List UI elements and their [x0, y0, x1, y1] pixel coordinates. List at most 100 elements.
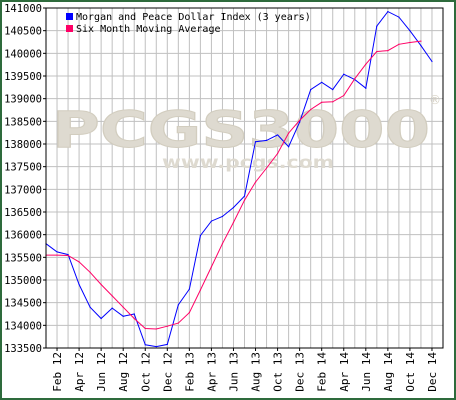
- x-tick-label: Feb 14: [316, 352, 329, 392]
- data-point: [409, 30, 411, 32]
- data-point: [89, 271, 91, 273]
- y-tick-label: 137000: [4, 184, 42, 196]
- data-point: [332, 89, 334, 91]
- x-tick-label: Jun 14: [360, 352, 373, 392]
- x-tick-label: Oct 14: [404, 352, 417, 392]
- data-point: [254, 181, 257, 183]
- data-point: [254, 141, 257, 143]
- y-tick-label: 137500: [4, 162, 42, 174]
- x-tick-label: Oct 12: [139, 352, 152, 392]
- data-point: [177, 322, 179, 324]
- y-tick-label: 139500: [4, 71, 42, 83]
- data-point: [155, 328, 157, 330]
- x-tick-label: Apr 13: [205, 352, 218, 392]
- data-point: [288, 132, 290, 134]
- x-axis: Feb 12 Apr 12 Jun 12 Aug 12 Oct 12 Dec 12 Feb …: [51, 348, 439, 392]
- y-tick-label: 138500: [4, 116, 42, 128]
- data-point: [409, 41, 411, 44]
- data-point: [332, 101, 334, 103]
- legend-label: Six Month Moving Average: [76, 24, 221, 35]
- y-tick-label: 134500: [4, 298, 42, 310]
- pcgs3000-watermark: PCGS3000 ® www.pcgs.com: [52, 93, 442, 173]
- data-point: [299, 119, 301, 122]
- y-tick-label: 140500: [4, 26, 42, 38]
- y-tick-label: 135500: [4, 252, 42, 264]
- data-point: [155, 346, 157, 348]
- y-tick-label: 138000: [4, 139, 42, 151]
- data-point: [420, 40, 422, 42]
- series-line-index: [45, 10, 433, 348]
- data-point: [376, 25, 378, 27]
- data-point: [67, 254, 69, 256]
- y-tick-label: 135000: [4, 275, 42, 287]
- data-point: [276, 134, 279, 136]
- data-point: [78, 283, 80, 286]
- legend-swatch: [66, 25, 73, 32]
- x-tick-label: Aug 13: [250, 352, 263, 392]
- watermark-url: www.pcgs.com: [162, 153, 334, 173]
- data-point: [265, 139, 268, 141]
- data-point: [221, 243, 224, 245]
- data-point: [321, 81, 323, 83]
- data-point: [365, 63, 367, 65]
- data-point: [288, 146, 290, 148]
- data-point: [343, 73, 345, 75]
- data-point: [387, 11, 389, 13]
- data-point: [144, 344, 146, 346]
- data-point: [89, 306, 91, 308]
- plot-border: [45, 7, 444, 349]
- data-point: [232, 221, 235, 224]
- legend-label: Morgan and Peace Dollar Index (3 years): [76, 12, 311, 23]
- data-point: [221, 215, 224, 218]
- data-point: [122, 306, 124, 308]
- data-point: [56, 254, 58, 256]
- y-tick-label: 139000: [4, 94, 42, 106]
- data-point: [420, 45, 422, 47]
- data-point: [210, 220, 213, 222]
- y-tick-label: 136500: [4, 207, 42, 219]
- x-tick-label: Aug 14: [382, 352, 395, 392]
- data-point: [431, 60, 433, 63]
- x-tick-label: Apr 14: [338, 352, 351, 392]
- data-point: [56, 251, 58, 253]
- x-tick-label: Feb 12: [51, 352, 64, 392]
- y-tick-label: 133500: [4, 343, 42, 355]
- data-point: [100, 317, 102, 320]
- data-point: [133, 313, 135, 315]
- y-tick-label: 141000: [4, 3, 42, 15]
- data-point: [210, 266, 213, 268]
- x-tick-label: Aug 12: [117, 352, 130, 392]
- series-lines: [45, 10, 433, 348]
- data-point: [398, 16, 400, 18]
- data-point: [166, 325, 168, 327]
- legend: Morgan and Peace Dollar Index (3 years)S…: [66, 12, 311, 35]
- data-point: [321, 101, 323, 103]
- data-point: [188, 288, 190, 290]
- data-point: [78, 261, 80, 263]
- watermark-registered-icon: ®: [429, 93, 441, 107]
- data-point: [365, 87, 367, 89]
- data-point: [188, 312, 190, 314]
- data-point: [67, 254, 69, 257]
- data-point: [199, 234, 201, 237]
- x-tick-label: Jun 13: [227, 352, 240, 392]
- y-tick-label: 140000: [4, 48, 42, 60]
- watermark-brand: PCGS3000: [52, 101, 430, 159]
- x-tick-label: Jun 12: [95, 352, 108, 392]
- data-point: [111, 295, 113, 297]
- data-point: [122, 315, 124, 317]
- data-point: [144, 327, 146, 330]
- data-point: [265, 167, 268, 169]
- data-point: [232, 206, 235, 209]
- data-point: [100, 283, 102, 286]
- y-tick-label: 136000: [4, 230, 42, 242]
- x-tick-label: Feb 13: [183, 352, 196, 392]
- legend-swatch: [66, 13, 73, 20]
- x-tick-label: Dec 14: [426, 352, 439, 392]
- x-tick-label: Apr 12: [73, 352, 86, 392]
- data-point: [243, 195, 246, 197]
- data-point: [199, 289, 201, 291]
- data-point: [310, 89, 312, 91]
- data-point: [376, 50, 378, 53]
- data-point: [299, 121, 301, 123]
